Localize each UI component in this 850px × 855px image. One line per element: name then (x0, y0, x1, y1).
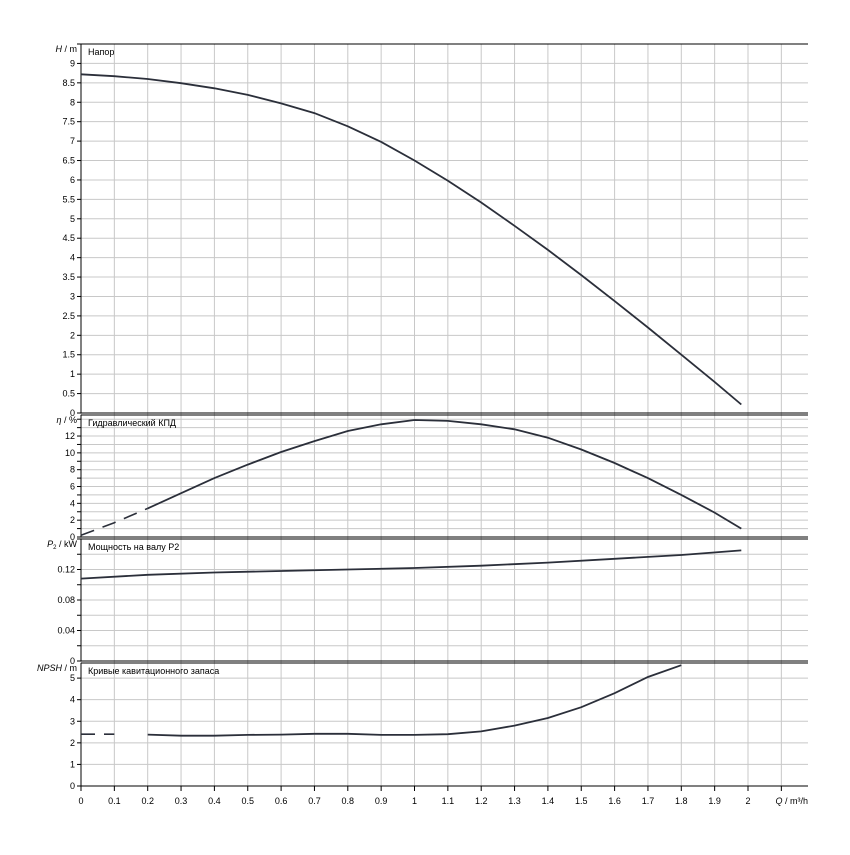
y-tick-label: 12 (65, 431, 75, 441)
panel-power: 0 0.04 0.08 0.12 P2 / kW Мощность на валу P2 (47, 538, 808, 666)
x-tick-label: 0.5 (241, 796, 254, 806)
x-tick-label: 1.9 (708, 796, 721, 806)
y-tick-label: 0 (70, 781, 75, 791)
x-tick-label: 0.1 (108, 796, 121, 806)
y-tick-label: 0.12 (57, 565, 75, 575)
x-axis-unit: / m³/h (782, 796, 808, 806)
y-tick-label: 4 (70, 253, 75, 263)
y-axis-subscript: 2 (53, 545, 57, 551)
x-tick-label: 0.2 (141, 796, 154, 806)
y-tick-label: 3 (70, 716, 75, 726)
y-tick-label: 5 (70, 673, 75, 683)
y-axis-label: η / % (56, 415, 77, 425)
y-tick-label: 10 (65, 448, 75, 458)
y-tick-label: 1 (70, 759, 75, 769)
y-tick-label: 4.5 (62, 233, 75, 243)
y-tick-label: 3 (70, 291, 75, 301)
x-tick-label: 0.4 (208, 796, 221, 806)
x-tick-label: 0.7 (308, 796, 321, 806)
y-tick-label: 2.5 (62, 311, 75, 321)
y-tick-label: 9 (70, 58, 75, 68)
x-tick-label: 1 (412, 796, 417, 806)
x-tick-label: 1.1 (442, 796, 455, 806)
x-tick-label: 0 (78, 796, 83, 806)
panel-title: Мощность на валу P2 (88, 542, 179, 552)
y-tick-label: 4 (70, 695, 75, 705)
y-tick-label: 2 (70, 515, 75, 525)
y-tick-label: 1 (70, 369, 75, 379)
x-tick-label: 0.6 (275, 796, 288, 806)
y-tick-label: 0.04 (57, 626, 75, 636)
y-tick-label: 0.5 (62, 389, 75, 399)
x-tick-label: 2 (745, 796, 750, 806)
y-tick-label: 0 (70, 532, 75, 542)
y-axis-symbol: P (47, 539, 53, 549)
y-tick-label: 4 (70, 498, 75, 508)
series-line-dashed (80, 507, 149, 537)
y-tick-label: 0 (70, 408, 75, 418)
y-tick-label: 6 (70, 482, 75, 492)
y-axis-symbol: H (56, 44, 63, 54)
y-tick-label: 6 (70, 175, 75, 185)
y-axis-unit: / kW (57, 539, 78, 549)
y-axis-symbol: η (56, 415, 61, 425)
x-axis-symbol: Q (775, 796, 782, 806)
y-tick-label: 2 (70, 738, 75, 748)
x-tick-label: 1.5 (575, 796, 588, 806)
y-axis-label: H / m (56, 44, 78, 54)
x-tick-label: 1.6 (608, 796, 621, 806)
x-tick-label: 0.3 (175, 796, 188, 806)
panel-title: Гидравлический КПД (88, 418, 176, 428)
series-line (147, 664, 682, 737)
y-tick-label: 7 (70, 136, 75, 146)
y-axis-unit: / m (62, 663, 77, 673)
y-tick-label: 2 (70, 330, 75, 340)
series-line (80, 549, 742, 580)
y-tick-label: 8.5 (62, 78, 75, 88)
series-line (147, 419, 742, 530)
y-tick-label: 8 (70, 97, 75, 107)
y-tick-label: 5 (70, 214, 75, 224)
y-axis-label: P2 / kW (47, 539, 77, 551)
y-tick-label: 6.5 (62, 156, 75, 166)
y-tick-label: 0.08 (57, 595, 75, 605)
x-tick-label: 0.8 (342, 796, 355, 806)
y-axis-unit: / m (62, 44, 77, 54)
x-tick-label: 1.2 (475, 796, 488, 806)
panel-title: Напор (88, 47, 114, 57)
y-axis-unit: / % (61, 415, 77, 425)
y-tick-label: 5.5 (62, 194, 75, 204)
x-tick-label: 1.4 (542, 796, 555, 806)
series-line (80, 73, 742, 406)
y-tick-label: 8 (70, 465, 75, 475)
x-tick-label: 1.3 (508, 796, 521, 806)
y-tick-label: 7.5 (62, 117, 75, 127)
x-tick-label: 0.9 (375, 796, 388, 806)
y-tick-label: 0 (70, 656, 75, 666)
y-axis-symbol: NPSH (37, 663, 63, 673)
y-axis-label: NPSH / m (37, 663, 77, 673)
x-tick-label: 1.8 (675, 796, 688, 806)
panel-efficiency: 0 2 4 6 8 10 12 η / % Гидравлический КПД (56, 414, 808, 542)
panel-title: Кривые кавитационного запаса (88, 666, 219, 676)
y-tick-label: 1.5 (62, 350, 75, 360)
x-tick-label: 1.7 (642, 796, 655, 806)
x-axis-label: Q / m³/h (775, 796, 808, 806)
y-tick-label: 3.5 (62, 272, 75, 282)
panel-head: 00.511.522.533.544.555.566.577.588.59H /… (56, 43, 808, 418)
